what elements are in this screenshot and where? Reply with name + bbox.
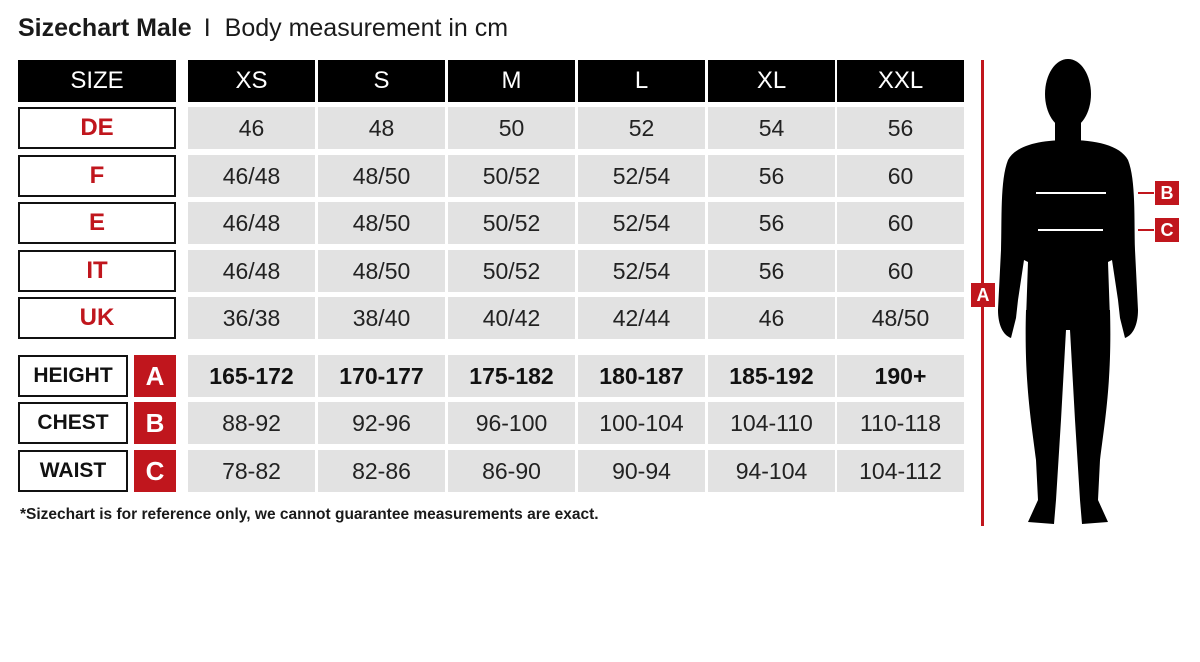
table-cell: 180-187 xyxy=(578,355,705,397)
table-cell: 46/48 xyxy=(188,250,315,292)
table-cell: 60 xyxy=(837,250,964,292)
table-cell: 46 xyxy=(708,297,835,339)
footnote: *Sizechart is for reference only, we can… xyxy=(20,506,599,523)
table-cell: 50/52 xyxy=(448,250,575,292)
measurement-letter: C xyxy=(134,450,176,492)
waist-marker: C xyxy=(1155,218,1179,242)
table-cell: 48/50 xyxy=(318,250,445,292)
table-cell: 50/52 xyxy=(448,202,575,244)
torso-arms xyxy=(998,140,1138,338)
country-label-e: E xyxy=(18,202,176,244)
table-cell: 175-182 xyxy=(448,355,575,397)
title-separator: I xyxy=(203,14,211,42)
size-header-m: M xyxy=(448,60,575,102)
table-cell: 60 xyxy=(837,202,964,244)
table-cell: 104-110 xyxy=(708,402,835,444)
table-cell: 56 xyxy=(837,107,964,149)
table-cell: 48/50 xyxy=(318,155,445,197)
measurement-label-height: HEIGHT xyxy=(18,355,128,397)
table-cell: 38/40 xyxy=(318,297,445,339)
table-cell: 48 xyxy=(318,107,445,149)
table-cell: 48/50 xyxy=(318,202,445,244)
table-cell: 46/48 xyxy=(188,155,315,197)
table-cell: 48/50 xyxy=(837,297,964,339)
table-cell: 42/44 xyxy=(578,297,705,339)
table-cell: 94-104 xyxy=(708,450,835,492)
size-header-xl: XL xyxy=(708,60,835,102)
measurement-label-waist: WAIST xyxy=(18,450,128,492)
country-label-uk: UK xyxy=(18,297,176,339)
table-cell: 90-94 xyxy=(578,450,705,492)
table-cell: 46/48 xyxy=(188,202,315,244)
country-label-de: DE xyxy=(18,107,176,149)
table-cell: 190+ xyxy=(837,355,964,397)
table-cell: 96-100 xyxy=(448,402,575,444)
page-title: Sizechart Male I Body measurement in cm xyxy=(18,14,508,43)
table-cell: 170-177 xyxy=(318,355,445,397)
table-cell: 185-192 xyxy=(708,355,835,397)
measurement-letter: B xyxy=(134,402,176,444)
table-cell: 110-118 xyxy=(837,402,964,444)
table-cell: 40/42 xyxy=(448,297,575,339)
size-header-xs: XS xyxy=(188,60,315,102)
size-header-xxl: XXL xyxy=(837,60,964,102)
table-cell: 56 xyxy=(708,250,835,292)
table-cell: 36/38 xyxy=(188,297,315,339)
height-marker: A xyxy=(971,283,995,307)
table-cell: 100-104 xyxy=(578,402,705,444)
measurement-label-chest: CHEST xyxy=(18,402,128,444)
legs xyxy=(1025,310,1111,524)
size-header-l: L xyxy=(578,60,705,102)
head xyxy=(1045,59,1091,129)
table-cell: 52/54 xyxy=(578,202,705,244)
table-cell: 92-96 xyxy=(318,402,445,444)
table-cell: 104-112 xyxy=(837,450,964,492)
table-cell: 165-172 xyxy=(188,355,315,397)
country-label-f: F xyxy=(18,155,176,197)
table-cell: 82-86 xyxy=(318,450,445,492)
table-cell: 86-90 xyxy=(448,450,575,492)
table-cell: 52/54 xyxy=(578,155,705,197)
table-cell: 52/54 xyxy=(578,250,705,292)
title-sub: Body measurement in cm xyxy=(224,14,509,42)
title-main: Sizechart Male xyxy=(18,14,192,42)
country-label-it: IT xyxy=(18,250,176,292)
table-cell: 60 xyxy=(837,155,964,197)
table-cell: 56 xyxy=(708,202,835,244)
table-cell: 50/52 xyxy=(448,155,575,197)
measurement-letter: A xyxy=(134,355,176,397)
size-header-label: SIZE xyxy=(18,60,176,102)
table-cell: 50 xyxy=(448,107,575,149)
chest-marker: B xyxy=(1155,181,1179,205)
table-cell: 54 xyxy=(708,107,835,149)
table-cell: 78-82 xyxy=(188,450,315,492)
size-header-s: S xyxy=(318,60,445,102)
table-cell: 52 xyxy=(578,107,705,149)
table-cell: 56 xyxy=(708,155,835,197)
table-cell: 46 xyxy=(188,107,315,149)
table-cell: 88-92 xyxy=(188,402,315,444)
